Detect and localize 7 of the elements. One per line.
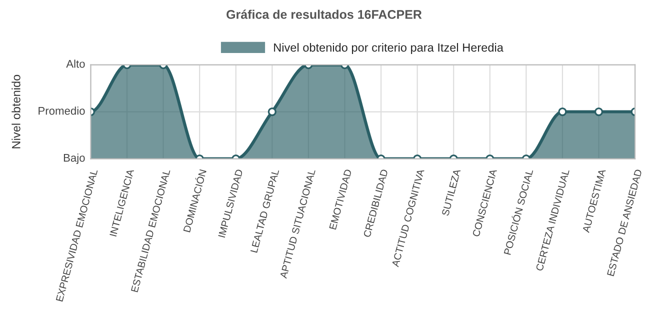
text: Promedio — [38, 106, 85, 115]
text: Alto — [66, 60, 85, 68]
y-axis-title: Nivel obtenido — [12, 74, 20, 148]
text: Bajo — [64, 154, 85, 164]
chart-title: Gráfica de resultados 16FACPER — [226, 10, 422, 19]
x-tick-label: LEALTAD GRUPAL — [250, 168, 280, 253]
legend-label: Nivel obtenido por criterio para Itzel Heredia — [274, 43, 504, 54]
